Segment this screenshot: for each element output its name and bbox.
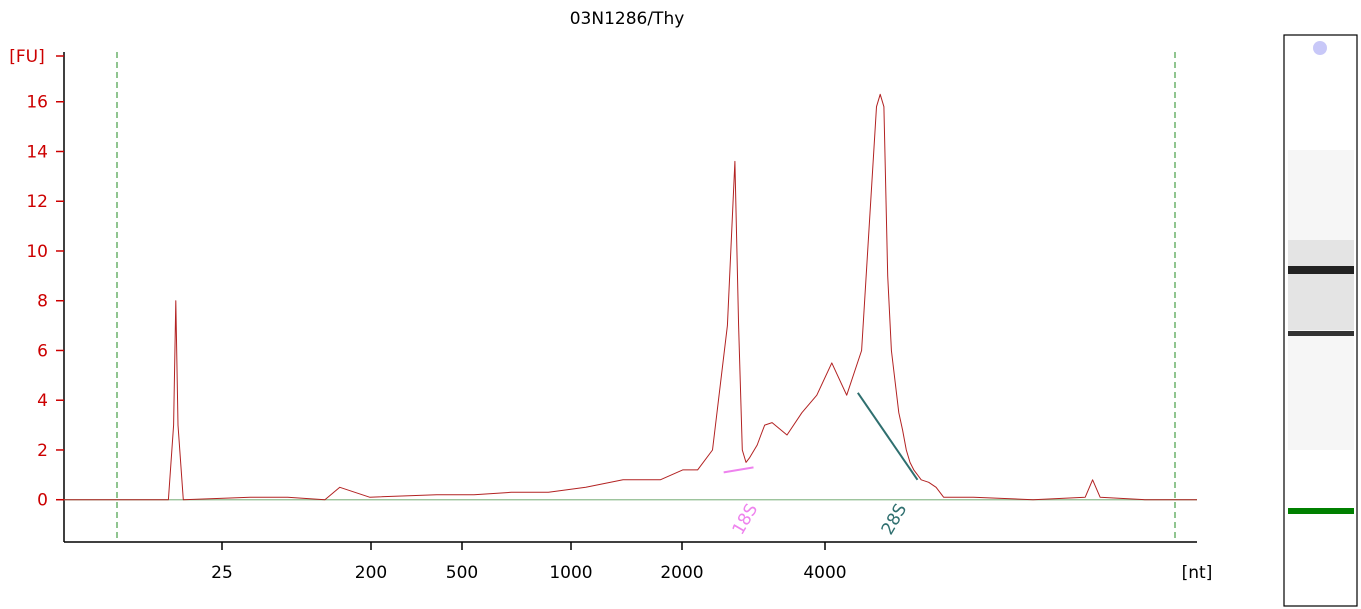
y-tick-label: 16 xyxy=(26,93,48,113)
y-tick-label: 2 xyxy=(37,441,48,461)
peak-label-18s: 18S xyxy=(729,500,763,538)
plot-area: 18S 28S xyxy=(64,93,1197,539)
y-ticks: 0 2 4 6 8 10 12 14 16 xyxy=(26,93,64,511)
gel-well-marker xyxy=(1313,41,1327,55)
gel-band-marker xyxy=(1288,508,1354,514)
y-tick-label: 10 xyxy=(26,242,48,262)
peak-label-28s: 28S xyxy=(878,500,912,538)
y-tick-label: 0 xyxy=(37,491,48,511)
chart-title: 03N1286/Thy xyxy=(570,9,685,29)
y-tick-label: 8 xyxy=(37,292,48,312)
y-tick-label: 6 xyxy=(37,341,48,361)
gel-lane xyxy=(1283,34,1358,607)
y-tick-label: 12 xyxy=(26,192,48,212)
x-tick-label: 1000 xyxy=(549,563,592,583)
x-tick-label: 25 xyxy=(211,563,233,583)
x-ticks: 25 200 500 1000 2000 4000 xyxy=(211,542,847,583)
gel-smear-dark xyxy=(1288,240,1354,330)
trace-line xyxy=(64,93,1197,501)
x-tick-label: 2000 xyxy=(660,563,703,583)
y-axis-unit: [FU] xyxy=(9,47,45,67)
peak-baseline-18s xyxy=(723,466,754,474)
y-tick-label: 4 xyxy=(37,391,48,411)
x-axis-unit: [nt] xyxy=(1182,563,1213,583)
peak-baseline-28s xyxy=(857,392,919,481)
y-tick-label: 14 xyxy=(26,142,48,162)
x-tick-label: 200 xyxy=(355,563,387,583)
x-tick-label: 500 xyxy=(446,563,478,583)
gel-band-28s xyxy=(1288,266,1354,274)
gel-band-18s xyxy=(1288,331,1354,336)
x-tick-label: 4000 xyxy=(803,563,846,583)
